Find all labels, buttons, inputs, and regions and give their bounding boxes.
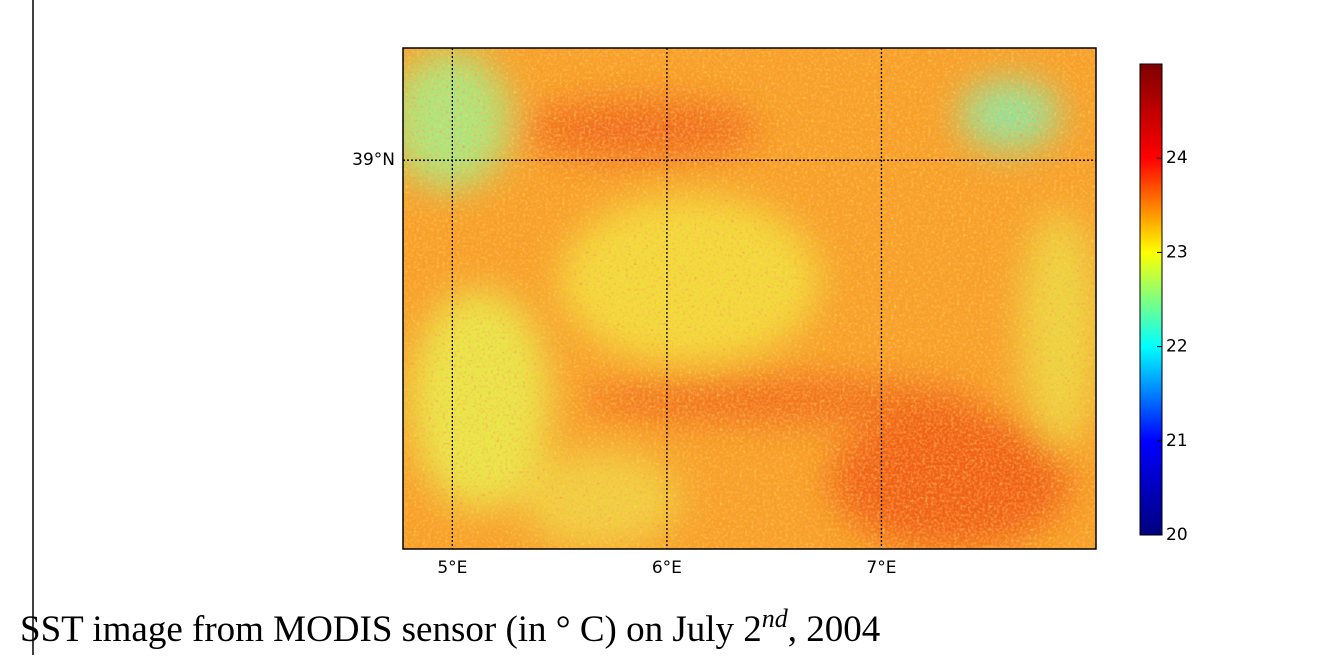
- colorbar: [1139, 63, 1163, 536]
- colorbar-tick-label: 24: [1166, 148, 1188, 168]
- x-tick-label: 6°E: [652, 558, 682, 578]
- caption-text: , 2004: [788, 609, 881, 650]
- x-tick-label: 7°E: [866, 558, 896, 578]
- y-tick-label: 39°N: [352, 150, 395, 170]
- colorbar-tick-label: 23: [1166, 242, 1188, 262]
- colorbar-tick-label: 22: [1166, 337, 1188, 357]
- colorbar-tick-label: 21: [1166, 431, 1188, 451]
- colorbar-tick-label: 20: [1166, 525, 1188, 545]
- caption-superscript: nd: [762, 604, 789, 633]
- map-frame: [402, 47, 1097, 550]
- sst-field: [403, 48, 1096, 549]
- caption-text: SST image from MODIS sensor (in ° C) on …: [20, 609, 762, 650]
- caption: SST image from MODIS sensor (in ° C) on …: [20, 604, 880, 650]
- x-tick-label: 5°E: [437, 558, 467, 578]
